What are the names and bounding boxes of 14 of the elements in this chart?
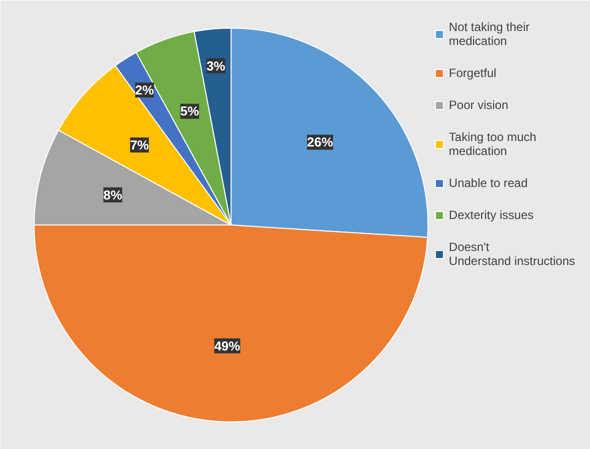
data-label: 8% [103, 187, 123, 202]
legend-label: Taking too much medication [448, 130, 536, 158]
legend-label: Not taking their medication [448, 20, 530, 48]
legend-label: Unable to read [448, 176, 528, 190]
legend-label: Doesn't Understand instructions [448, 240, 575, 268]
data-label: 26% [307, 134, 334, 150]
legend-label: Dexterity issues [448, 208, 534, 222]
data-label: 3% [206, 58, 226, 74]
legend-label: Forgetful [448, 66, 496, 80]
data-label: 49% [214, 338, 241, 354]
data-label: 7% [130, 138, 150, 153]
legend-label: Poor vision [448, 98, 508, 112]
data-label: 5% [180, 104, 200, 119]
data-label: 2% [135, 82, 154, 98]
